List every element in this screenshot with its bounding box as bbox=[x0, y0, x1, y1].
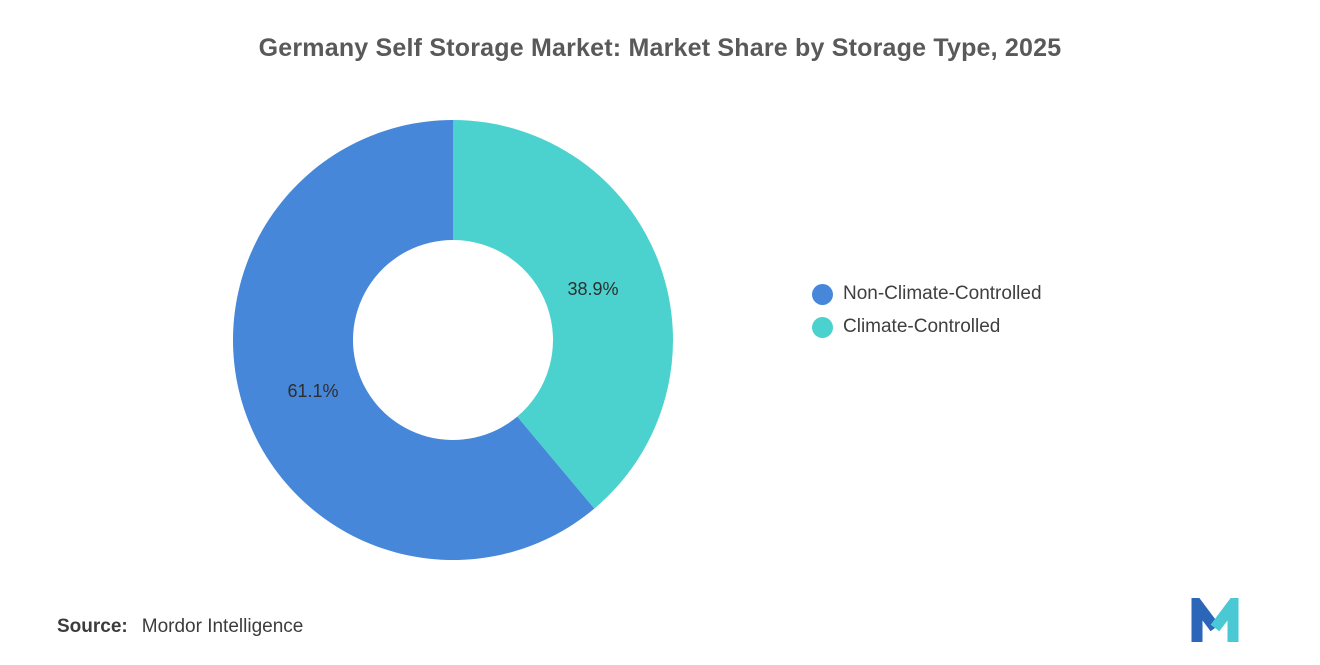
source-line: Source: Mordor Intelligence bbox=[57, 616, 303, 638]
legend-item-climate-controlled: Climate-Controlled bbox=[812, 316, 1042, 338]
legend-label: Non-Climate-Controlled bbox=[843, 283, 1042, 304]
legend-item-non-climate-controlled: Non-Climate-Controlled bbox=[812, 283, 1042, 305]
mordor-intelligence-logo bbox=[1191, 598, 1239, 642]
legend-dot-climate-controlled bbox=[812, 316, 833, 338]
logo-right-stroke bbox=[1210, 598, 1239, 642]
legend-label: Climate-Controlled bbox=[843, 316, 1001, 337]
donut-slice-label: 61.1% bbox=[287, 381, 338, 401]
donut-chart: 38.9% 61.1% bbox=[233, 118, 673, 562]
donut-slice-non-climate-controlled bbox=[233, 120, 595, 560]
donut-chart-svg: 38.9% 61.1% bbox=[233, 120, 673, 560]
logo-left-stroke bbox=[1191, 598, 1220, 642]
donut-slice-label: 38.9% bbox=[568, 279, 619, 299]
source-value: Mordor Intelligence bbox=[141, 616, 304, 637]
donut-slice-climate-controlled bbox=[453, 120, 673, 509]
source-label: Source: bbox=[57, 616, 128, 637]
chart-title: Germany Self Storage Market: Market Shar… bbox=[258, 34, 1062, 62]
legend-dot-non-climate-controlled bbox=[812, 283, 833, 305]
chart-legend: Non-Climate-Controlled Climate-Controlle… bbox=[812, 283, 1042, 338]
